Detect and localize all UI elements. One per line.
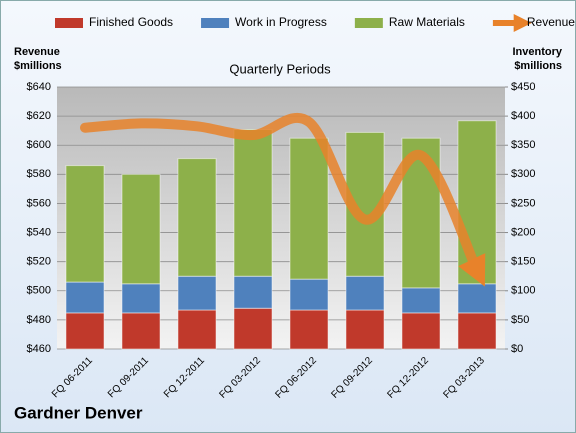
y-tick-label: $460 xyxy=(27,343,51,355)
y2-tick-label: $250 xyxy=(511,197,535,209)
y2-tick-label: $50 xyxy=(511,314,529,326)
y2-axis-label: Inventory xyxy=(512,46,562,58)
bar-segment xyxy=(289,137,329,280)
bar-segment xyxy=(401,287,441,314)
bar-segment xyxy=(177,275,217,311)
y-tick-label: $560 xyxy=(27,197,51,209)
legend-swatch xyxy=(354,18,383,28)
bar-segment xyxy=(345,275,385,311)
legend-label: Revenue xyxy=(527,15,575,29)
bar-segment xyxy=(233,275,273,309)
y2-tick-label: $400 xyxy=(511,110,535,122)
y-tick-label: $480 xyxy=(27,314,51,326)
y-axis-label: $millions xyxy=(14,60,62,72)
bar-segment xyxy=(121,283,161,314)
y-tick-label: $540 xyxy=(27,226,51,238)
y2-tick-label: $0 xyxy=(511,343,523,355)
y2-tick-label: $100 xyxy=(511,285,535,297)
y2-tick-label: $450 xyxy=(511,81,535,93)
y-tick-label: $600 xyxy=(27,139,51,151)
chart-title: Gardner Denver xyxy=(14,403,143,422)
y-tick-label: $520 xyxy=(27,256,51,268)
legend-label: Finished Goods xyxy=(89,15,173,29)
revenue-line xyxy=(80,112,486,287)
y-tick-label: $620 xyxy=(27,110,51,122)
y-axis-label: Revenue xyxy=(14,46,60,58)
y2-tick-label: $200 xyxy=(511,226,535,238)
bar-segment xyxy=(177,309,217,350)
bar-segment xyxy=(401,312,441,350)
y2-tick-label: $300 xyxy=(511,168,535,180)
legend-label: Work in Progress xyxy=(235,15,327,29)
bar-segment xyxy=(65,281,105,314)
bar-segment xyxy=(65,312,105,350)
bar-segment xyxy=(233,129,273,277)
bar-segment xyxy=(121,312,161,350)
y2-axis-label: $millions xyxy=(514,60,562,72)
bar-segment xyxy=(345,309,385,350)
bar-segment xyxy=(289,309,329,350)
y-tick-label: $500 xyxy=(27,285,51,297)
y-tick-label: $580 xyxy=(27,168,51,180)
bar-segment xyxy=(457,283,497,314)
legend-swatch xyxy=(201,18,230,28)
bar-segment xyxy=(65,165,105,283)
bar-segment xyxy=(121,173,161,285)
bar-segment xyxy=(289,278,329,311)
y2-tick-label: $350 xyxy=(511,139,535,151)
legend-swatch xyxy=(55,18,83,28)
y-tick-label: $640 xyxy=(27,81,51,93)
bar-segment xyxy=(457,312,497,350)
subtitle: Quarterly Periods xyxy=(229,61,331,76)
bar-segment xyxy=(177,158,217,277)
bar-segment xyxy=(233,307,273,350)
legend-label: Raw Materials xyxy=(389,15,465,29)
y2-tick-label: $150 xyxy=(511,256,535,268)
